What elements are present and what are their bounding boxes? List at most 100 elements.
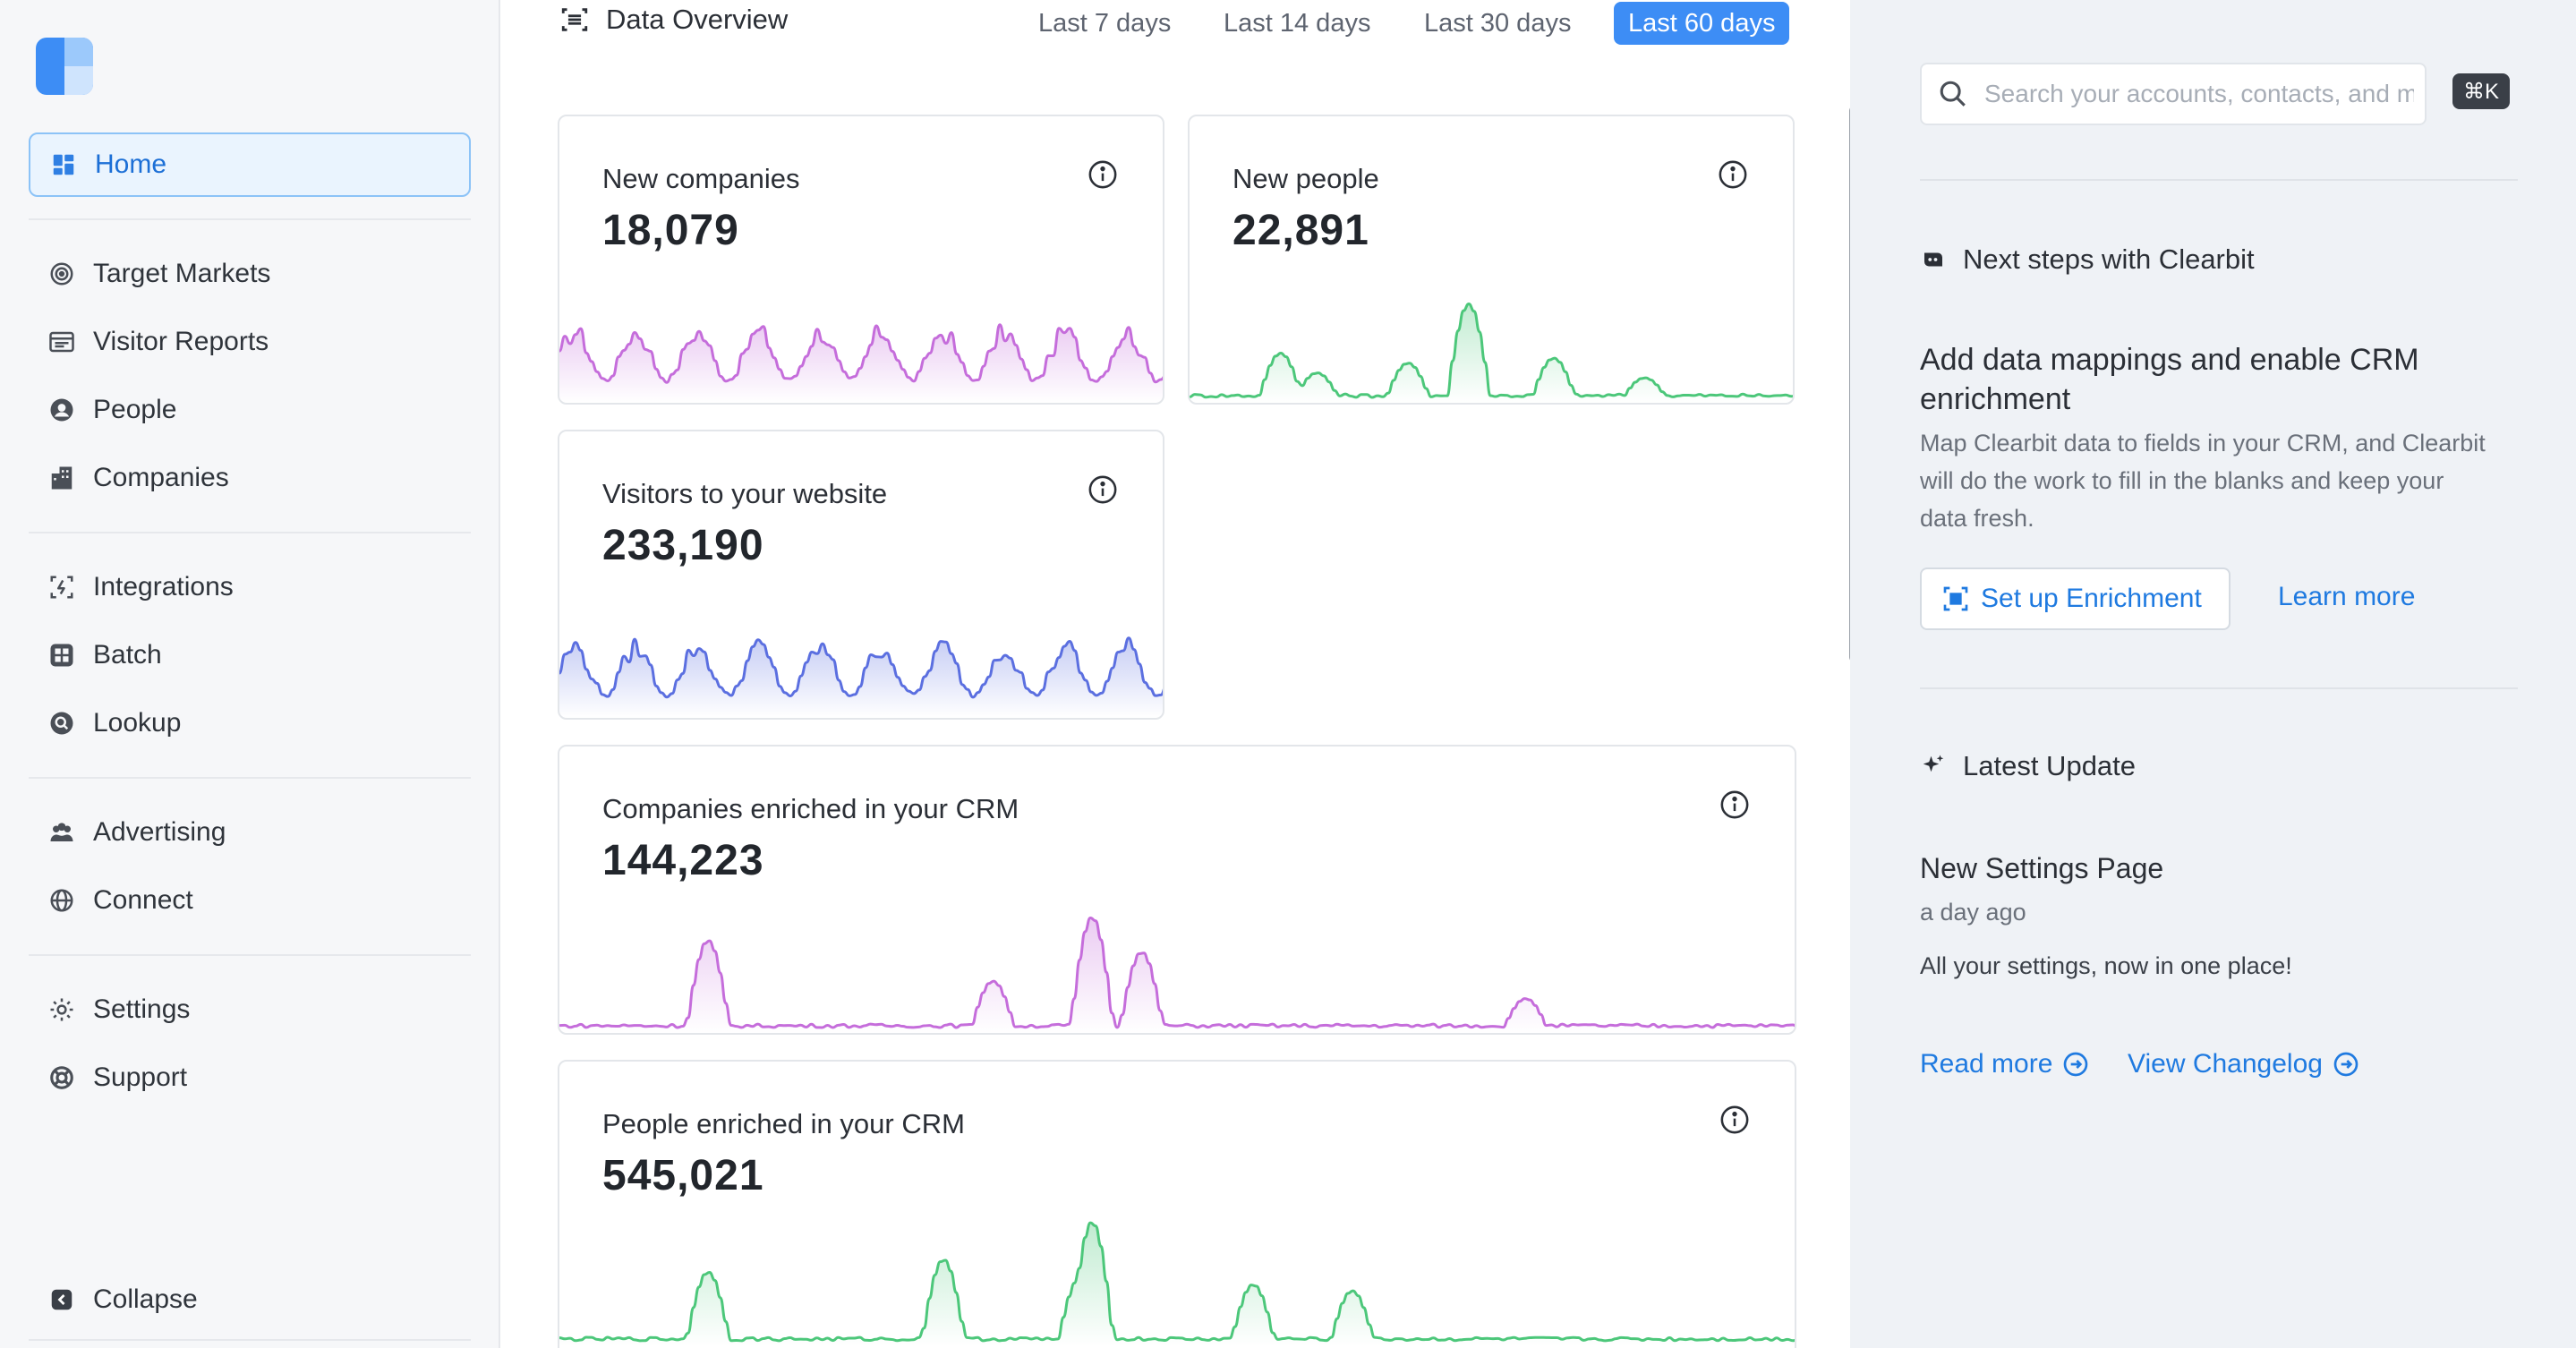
card-value: 233,190 (602, 522, 764, 569)
sidebar-item-label: Target Markets (93, 259, 271, 288)
collapse-button[interactable]: Collapse (29, 1267, 471, 1332)
stat-card-visitors: Visitors to your website 233,190 (558, 430, 1164, 720)
tab-last-30-days[interactable]: Last 30 days (1424, 8, 1572, 38)
sidebar-item-label: People (93, 395, 177, 424)
sidebar-item-advertising[interactable]: Advertising (29, 800, 471, 865)
target-icon (48, 260, 75, 287)
next-steps-description: Map Clearbit data to fields in your CRM,… (1920, 430, 2486, 532)
sparkline-area (559, 1223, 1795, 1346)
card-label: Visitors to your website (602, 478, 888, 509)
panel-divider (1920, 687, 2518, 689)
sidebar-item-label: Visitor Reports (93, 327, 269, 356)
sidebar-item-batch[interactable]: Batch (29, 623, 471, 687)
card-value: 18,079 (602, 207, 739, 254)
sidebar-item-label: Lookup (93, 708, 182, 738)
button-label: Set up Enrichment (1981, 584, 2202, 613)
search-icon (1940, 81, 1966, 107)
next-steps-heading: Next steps with Clearbit (1920, 243, 2255, 276)
sidebar-item-label: Connect (93, 885, 193, 915)
sidebar-item-home[interactable]: Home (29, 132, 471, 197)
sidebar-item-label: Home (95, 149, 167, 179)
info-icon[interactable] (1718, 159, 1748, 190)
tab-last-60-days[interactable]: Last 60 days (1614, 2, 1790, 45)
sidebar-item-integrations[interactable]: Integrations (29, 555, 471, 619)
sparkline-line (559, 636, 1163, 699)
dashboard-icon (50, 151, 77, 178)
date-range-tabs: Last 7 days Last 14 days Last 30 days La… (502, 2, 1850, 47)
update-description: All your settings, now in one place! (1920, 952, 2292, 979)
info-icon[interactable] (1719, 789, 1750, 820)
next-steps-title: Add data mappings and enable CRM enrichm… (1920, 343, 2419, 416)
building-icon (48, 465, 75, 491)
link-label: Read more (1920, 1049, 2053, 1079)
search-input[interactable] (1984, 80, 2414, 108)
panel-divider (1920, 179, 2518, 181)
lifebuoy-icon (48, 1064, 75, 1091)
sparkline-visitors (559, 636, 1163, 718)
sidebar-item-target-markets[interactable]: Target Markets (29, 242, 471, 306)
sparkline-line (1190, 303, 1793, 399)
sidebar-item-settings[interactable]: Settings (29, 977, 471, 1042)
card-label: People enriched in your CRM (602, 1108, 965, 1139)
learn-more-link[interactable]: Learn more (2278, 582, 2416, 611)
right-panel: ⌘K Next steps with Clearbit Add data map… (1850, 0, 2576, 1348)
sparkline-line (559, 917, 1795, 1029)
sidebar-item-visitor-reports[interactable]: Visitor Reports (29, 310, 471, 374)
sparkline-new-companies (559, 323, 1163, 403)
arrow-right-circle-icon (2064, 1052, 2088, 1077)
rocket-icon (1924, 252, 1942, 267)
collapse-icon (48, 1286, 75, 1313)
sidebar-item-label: Companies (93, 463, 229, 492)
arrow-right-circle-icon (2333, 1052, 2358, 1077)
stat-card-new-companies: New companies 18,079 (558, 115, 1164, 405)
stat-card-new-people: New people 22,891 (1188, 115, 1795, 405)
tab-last-14-days[interactable]: Last 14 days (1224, 8, 1371, 38)
card-label: Companies enriched in your CRM (602, 793, 1019, 824)
sidebar-item-companies[interactable]: Companies (29, 446, 471, 510)
sidebar-item-connect[interactable]: Connect (29, 868, 471, 933)
page-title: Data Overview (559, 4, 788, 36)
heading-text: Next steps with Clearbit (1963, 243, 2255, 275)
sparkline-new-people (1190, 303, 1793, 403)
enrichment-icon (1943, 586, 1968, 611)
link-label: View Changelog (2128, 1049, 2323, 1079)
sidebar-divider (29, 532, 471, 533)
sparkline-area (559, 324, 1163, 403)
clearbit-logo[interactable] (36, 38, 93, 95)
sparkline-area (559, 637, 1163, 718)
sidebar-item-label: Settings (93, 994, 191, 1024)
gear-icon (48, 996, 75, 1023)
update-timestamp: a day ago (1920, 899, 2026, 926)
card-value: 144,223 (602, 837, 764, 884)
sidebar-item-label: Advertising (93, 817, 226, 847)
sparkline-area (559, 917, 1795, 1033)
setup-enrichment-button[interactable]: Set up Enrichment (1920, 567, 2231, 630)
sidebar-divider (29, 1339, 471, 1341)
card-value: 22,891 (1233, 207, 1369, 254)
stat-card-people-enriched: People enriched in your CRM 545,021 (558, 1060, 1796, 1348)
page-title-text: Data Overview (606, 4, 789, 35)
shortcut-badge: ⌘K (2452, 73, 2511, 109)
sidebar-item-label: Integrations (93, 572, 234, 601)
info-icon[interactable] (1088, 159, 1118, 190)
card-value: 545,021 (602, 1152, 764, 1199)
info-icon[interactable] (1719, 1105, 1750, 1135)
info-icon[interactable] (1088, 474, 1118, 505)
search-box (1920, 63, 2427, 125)
sidebar-divider (29, 218, 471, 220)
sidebar-item-people[interactable]: People (29, 378, 471, 442)
sidebar-item-support[interactable]: Support (29, 1045, 471, 1110)
globe-icon (48, 887, 75, 914)
sidebar-item-label: Support (93, 1062, 188, 1092)
view-changelog-link[interactable]: View Changelog (2128, 1049, 2360, 1079)
sidebar-divider (29, 954, 471, 956)
read-more-link[interactable]: Read more (1920, 1049, 2090, 1079)
card-label: New companies (602, 163, 800, 194)
latest-update-heading: Latest Update (1920, 750, 2136, 782)
advertising-icon (48, 819, 75, 846)
heading-text: Latest Update (1963, 750, 2137, 781)
sidebar-item-lookup[interactable]: Lookup (29, 691, 471, 755)
tab-last-7-days[interactable]: Last 7 days (1038, 8, 1172, 38)
lookup-icon (48, 710, 75, 737)
overview-icon (561, 8, 588, 31)
